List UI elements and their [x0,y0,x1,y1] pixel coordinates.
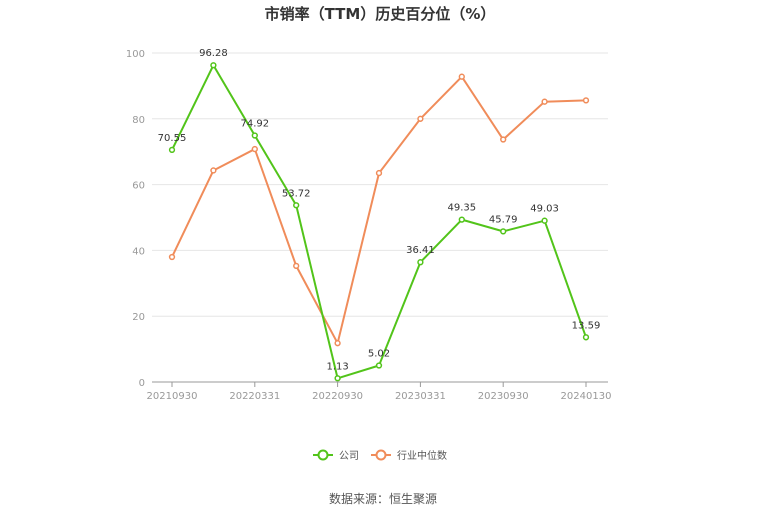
data-point [251,145,258,153]
x-tick-label: 20240130 [561,391,612,402]
data-point [375,362,383,369]
data-point [541,217,548,224]
data-point [168,146,176,154]
grid-lines [152,52,608,317]
data-label: 45.79 [489,214,518,225]
x-tick-label: 20220331 [229,391,280,402]
data-label: 49.03 [530,204,559,215]
x-tick-label: 20210930 [147,391,198,402]
data-point [417,259,424,266]
data-point [500,228,507,235]
data-point [582,334,590,341]
data-point [334,340,341,347]
x-tick-label: 20230930 [478,391,529,402]
data-label: 13.59 [572,320,601,331]
y-tick-label: 0 [139,378,145,389]
series-group [168,62,590,382]
x-tick-label: 20230331 [395,391,446,402]
data-labels: 70.55 96.28 74.92 53.72 1.13 5.02 36.41 49.35 45… [158,48,601,372]
legend-marker [317,449,329,461]
data-point [417,115,424,122]
y-tick-label: 60 [132,181,145,192]
data-label: 53.72 [282,188,311,199]
data-point [251,132,258,139]
data-point [168,253,176,261]
data-label: 1.13 [326,361,348,372]
legend: 公司 行业中位数 [313,449,447,462]
data-label: 5.02 [368,348,390,359]
data-label: 74.92 [240,119,269,130]
y-tick-label: 40 [132,246,145,257]
data-label: 70.55 [158,133,187,144]
data-label: 36.41 [406,245,435,256]
data-label: 96.28 [199,48,228,59]
data-point [500,136,507,143]
data-point [458,216,465,223]
data-point [210,167,217,174]
data-point [293,262,300,270]
legend-label: 行业中位数 [397,449,447,462]
y-tick-label: 20 [132,312,145,323]
legend-marker [375,449,387,461]
legend-label: 公司 [339,451,359,462]
source-note: 数据来源：恒生聚源 [329,491,437,506]
data-label: 49.35 [447,203,476,214]
axes: 0 20 40 60 80 100 20210930 20220331 20220930 2023… [126,49,612,402]
y-tick-label: 100 [126,49,145,60]
data-point [582,97,590,104]
data-point [375,169,383,177]
data-point [210,62,217,69]
data-point [293,202,300,209]
data-point [334,375,341,382]
chart-title: 市销率（TTM）历史百分位（%） [265,5,496,23]
data-point [541,98,548,105]
series-line-company [171,64,587,380]
series-line-industry-median [171,75,587,345]
data-point [458,73,465,80]
x-tick-label: 20220930 [312,391,363,402]
y-tick-label: 80 [132,115,145,126]
